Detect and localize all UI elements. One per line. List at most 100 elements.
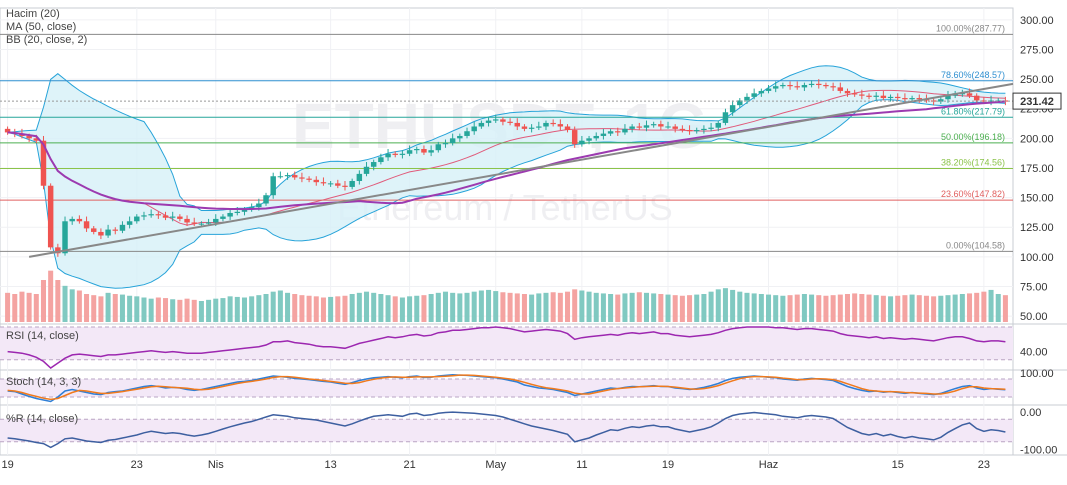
volume-bar[interactable] — [5, 293, 10, 322]
volume-bar[interactable] — [271, 292, 276, 322]
candle[interactable] — [529, 128, 534, 129]
candle[interactable] — [199, 224, 204, 225]
volume-bar[interactable] — [515, 293, 520, 322]
volume-bar[interactable] — [292, 294, 297, 322]
volume-bar[interactable] — [673, 295, 678, 322]
candle[interactable] — [148, 214, 153, 215]
candle[interactable] — [120, 225, 125, 231]
candle[interactable] — [471, 126, 476, 131]
volume-bar[interactable] — [1003, 295, 1008, 322]
volume-bar[interactable] — [228, 296, 233, 322]
legend-volume[interactable]: Hacim (20) — [6, 8, 87, 21]
candle[interactable] — [299, 177, 304, 178]
volume-bar[interactable] — [328, 297, 333, 322]
candle[interactable] — [127, 221, 132, 225]
candle[interactable] — [816, 84, 821, 85]
legend-ma[interactable]: MA (50, close) — [6, 21, 87, 34]
volume-bar[interactable] — [644, 293, 649, 322]
volume-bar[interactable] — [256, 295, 261, 322]
volume-bar[interactable] — [106, 293, 111, 322]
volume-bar[interactable] — [572, 289, 577, 322]
volume-bar[interactable] — [737, 292, 742, 322]
volume-bar[interactable] — [84, 294, 89, 322]
candle[interactable] — [866, 96, 871, 97]
volume-bar[interactable] — [543, 293, 548, 322]
candle[interactable] — [773, 86, 778, 88]
volume-bar[interactable] — [378, 294, 383, 322]
legend-bb[interactable]: BB (20, close, 2) — [6, 34, 87, 47]
candle[interactable] — [809, 84, 814, 85]
candle[interactable] — [206, 222, 211, 223]
volume-bar[interactable] — [795, 295, 800, 322]
volume-bar[interactable] — [371, 293, 376, 322]
candle[interactable] — [830, 86, 835, 87]
volume-bar[interactable] — [220, 298, 225, 322]
volume-bar[interactable] — [895, 296, 900, 322]
candle[interactable] — [91, 228, 96, 232]
volume-bar[interactable] — [393, 296, 398, 322]
volume-bar[interactable] — [307, 296, 312, 322]
volume-bar[interactable] — [766, 295, 771, 322]
volume-bar[interactable] — [55, 280, 60, 322]
volume-bar[interactable] — [989, 290, 994, 322]
candle[interactable] — [407, 150, 412, 154]
candle[interactable] — [227, 213, 232, 217]
volume-bar[interactable] — [938, 296, 943, 322]
candle[interactable] — [256, 204, 261, 208]
candle[interactable] — [507, 122, 512, 123]
candle[interactable] — [629, 126, 634, 128]
candle[interactable] — [48, 186, 53, 248]
volume-bar[interactable] — [479, 291, 484, 323]
candle[interactable] — [306, 179, 311, 180]
volume-bar[interactable] — [443, 292, 448, 322]
candle[interactable] — [608, 131, 613, 133]
volume-bar[interactable] — [185, 299, 190, 322]
candle[interactable] — [62, 221, 67, 253]
candle[interactable] — [594, 136, 599, 138]
candle[interactable] — [213, 219, 218, 223]
volume-bar[interactable] — [450, 293, 455, 322]
volume-bar[interactable] — [666, 295, 671, 322]
candle[interactable] — [220, 217, 225, 219]
volume-bar[interactable] — [249, 296, 254, 322]
candle[interactable] — [708, 128, 713, 129]
candle[interactable] — [550, 123, 555, 124]
candle[interactable] — [536, 126, 541, 127]
candle[interactable] — [285, 175, 290, 176]
candle[interactable] — [687, 130, 692, 131]
candle[interactable] — [716, 123, 721, 128]
volume-bar[interactable] — [680, 296, 685, 322]
candle[interactable] — [680, 129, 685, 130]
volume-bar[interactable] — [594, 293, 599, 322]
candle[interactable] — [974, 96, 979, 101]
candle[interactable] — [637, 126, 642, 127]
volume-bar[interactable] — [357, 293, 362, 322]
candle[interactable] — [838, 87, 843, 91]
candle[interactable] — [500, 119, 505, 121]
volume-bar[interactable] — [752, 293, 757, 322]
volume-bar[interactable] — [529, 295, 534, 322]
volume-bar[interactable] — [493, 291, 498, 322]
volume-bar[interactable] — [113, 294, 118, 322]
candle[interactable] — [845, 91, 850, 93]
volume-bar[interactable] — [838, 295, 843, 322]
volume-bar[interactable] — [12, 294, 17, 322]
volume-bar[interactable] — [264, 294, 269, 322]
candle[interactable] — [802, 85, 807, 87]
volume-bar[interactable] — [400, 298, 405, 323]
candle[interactable] — [888, 97, 893, 98]
volume-bar[interactable] — [996, 294, 1001, 322]
volume-bar[interactable] — [953, 295, 958, 322]
volume-bar[interactable] — [335, 296, 340, 322]
volume-bar[interactable] — [967, 293, 972, 322]
candle[interactable] — [909, 98, 914, 99]
candle[interactable] — [141, 215, 146, 216]
candle[interactable] — [895, 97, 900, 98]
volume-bar[interactable] — [744, 293, 749, 322]
candle[interactable] — [766, 89, 771, 91]
volume-bar[interactable] — [242, 298, 247, 323]
volume-bar[interactable] — [780, 296, 785, 322]
candle[interactable] — [177, 217, 182, 219]
volume-bar[interactable] — [874, 295, 879, 322]
volume-bar[interactable] — [134, 296, 139, 322]
